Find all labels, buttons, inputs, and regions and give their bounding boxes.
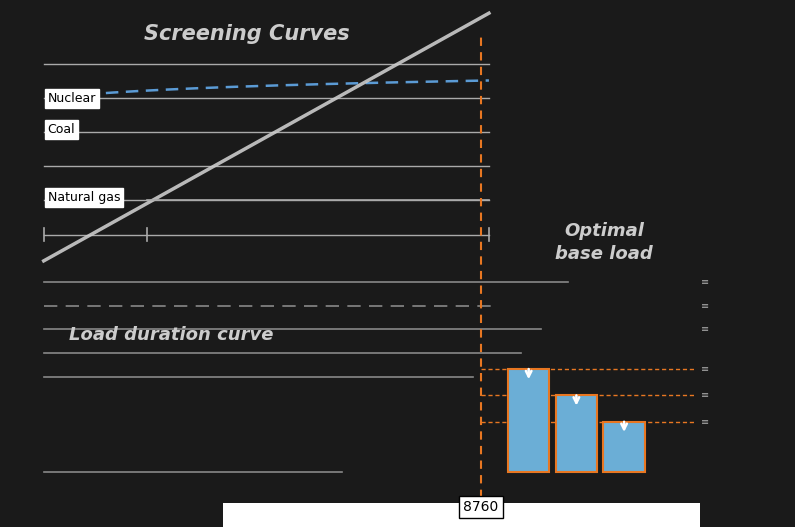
Text: 8760: 8760 <box>463 500 498 514</box>
Bar <box>508 369 549 472</box>
Text: Optimal
base load: Optimal base load <box>556 222 653 263</box>
Bar <box>556 395 597 472</box>
Text: Nuclear: Nuclear <box>48 92 96 105</box>
Text: Load duration curve: Load duration curve <box>68 326 273 344</box>
Text: ≡: ≡ <box>701 325 709 334</box>
Text: Screening Curves: Screening Curves <box>144 24 349 44</box>
Text: ≡: ≡ <box>701 417 709 426</box>
Text: ≡: ≡ <box>701 301 709 310</box>
Bar <box>603 422 645 472</box>
Text: ≡: ≡ <box>701 277 709 287</box>
Text: ≡: ≡ <box>701 364 709 374</box>
Text: Natural gas: Natural gas <box>48 191 120 204</box>
Bar <box>223 503 700 527</box>
Text: Coal: Coal <box>48 123 76 136</box>
Text: ≡: ≡ <box>701 391 709 400</box>
